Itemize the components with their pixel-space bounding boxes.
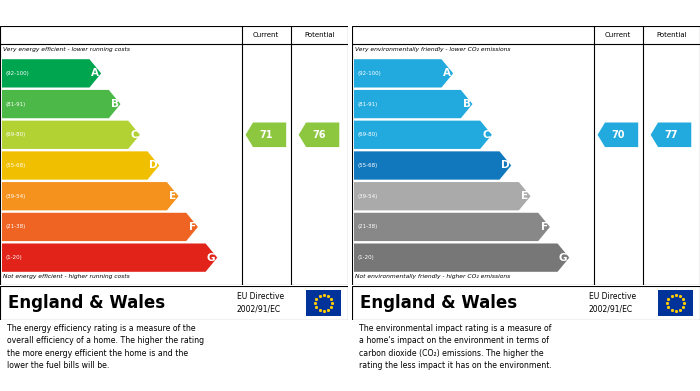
Text: England & Wales: England & Wales — [8, 294, 165, 312]
Polygon shape — [598, 122, 638, 147]
Text: (21-38): (21-38) — [357, 224, 377, 230]
Polygon shape — [2, 59, 101, 88]
Text: Energy Efficiency Rating: Energy Efficiency Rating — [5, 6, 168, 19]
Text: (81-91): (81-91) — [357, 102, 377, 107]
Text: (1-20): (1-20) — [357, 255, 374, 260]
Text: Current: Current — [253, 32, 279, 38]
Text: A: A — [443, 68, 452, 78]
Text: B: B — [463, 99, 470, 109]
Text: 71: 71 — [260, 130, 273, 140]
Polygon shape — [650, 122, 692, 147]
Text: Not environmentally friendly - higher CO₂ emissions: Not environmentally friendly - higher CO… — [355, 274, 510, 279]
Text: (69-80): (69-80) — [357, 132, 377, 137]
Text: The environmental impact rating is a measure of
a home's impact on the environme: The environmental impact rating is a mea… — [359, 324, 552, 370]
Text: F: F — [541, 222, 548, 232]
Polygon shape — [354, 59, 453, 88]
Text: D: D — [500, 160, 509, 170]
Text: England & Wales: England & Wales — [360, 294, 517, 312]
Text: EU Directive
2002/91/EC: EU Directive 2002/91/EC — [237, 292, 284, 314]
Text: D: D — [148, 160, 158, 170]
Text: (21-38): (21-38) — [5, 224, 25, 230]
Text: EU Directive
2002/91/EC: EU Directive 2002/91/EC — [589, 292, 636, 314]
Text: 70: 70 — [612, 130, 625, 140]
Polygon shape — [2, 213, 198, 241]
Text: (69-80): (69-80) — [5, 132, 25, 137]
Text: 77: 77 — [664, 130, 678, 140]
Text: (55-68): (55-68) — [357, 163, 377, 168]
Bar — [658, 290, 693, 316]
Text: (92-100): (92-100) — [357, 71, 381, 76]
Text: The energy efficiency rating is a measure of the
overall efficiency of a home. T: The energy efficiency rating is a measur… — [7, 324, 204, 370]
Polygon shape — [2, 121, 140, 149]
Text: (39-54): (39-54) — [357, 194, 377, 199]
Text: B: B — [111, 99, 118, 109]
Polygon shape — [246, 122, 286, 147]
Text: (1-20): (1-20) — [5, 255, 22, 260]
Text: Very energy efficient - lower running costs: Very energy efficient - lower running co… — [3, 47, 130, 52]
Polygon shape — [354, 90, 472, 118]
Text: Environmental Impact (CO₂) Rating: Environmental Impact (CO₂) Rating — [357, 6, 589, 19]
Text: Not energy efficient - higher running costs: Not energy efficient - higher running co… — [3, 274, 130, 279]
Text: C: C — [130, 130, 138, 140]
Text: Very environmentally friendly - lower CO₂ emissions: Very environmentally friendly - lower CO… — [355, 47, 510, 52]
Polygon shape — [2, 90, 120, 118]
Text: E: E — [169, 191, 176, 201]
Polygon shape — [2, 151, 159, 179]
Polygon shape — [354, 151, 511, 179]
Text: F: F — [189, 222, 196, 232]
Polygon shape — [2, 244, 217, 272]
Text: 76: 76 — [312, 130, 326, 140]
Text: Potential: Potential — [656, 32, 687, 38]
Text: Potential: Potential — [304, 32, 335, 38]
Text: Current: Current — [605, 32, 631, 38]
Text: (55-68): (55-68) — [5, 163, 25, 168]
Polygon shape — [354, 121, 492, 149]
Text: A: A — [91, 68, 99, 78]
Text: (39-54): (39-54) — [5, 194, 25, 199]
Text: C: C — [482, 130, 490, 140]
Text: G: G — [559, 253, 567, 263]
Bar — [306, 290, 341, 316]
Text: (92-100): (92-100) — [5, 71, 29, 76]
Text: G: G — [206, 253, 216, 263]
Polygon shape — [354, 244, 569, 272]
Polygon shape — [354, 182, 531, 210]
Polygon shape — [2, 182, 178, 210]
Text: E: E — [522, 191, 528, 201]
Polygon shape — [299, 122, 340, 147]
Polygon shape — [354, 213, 550, 241]
Text: (81-91): (81-91) — [5, 102, 25, 107]
